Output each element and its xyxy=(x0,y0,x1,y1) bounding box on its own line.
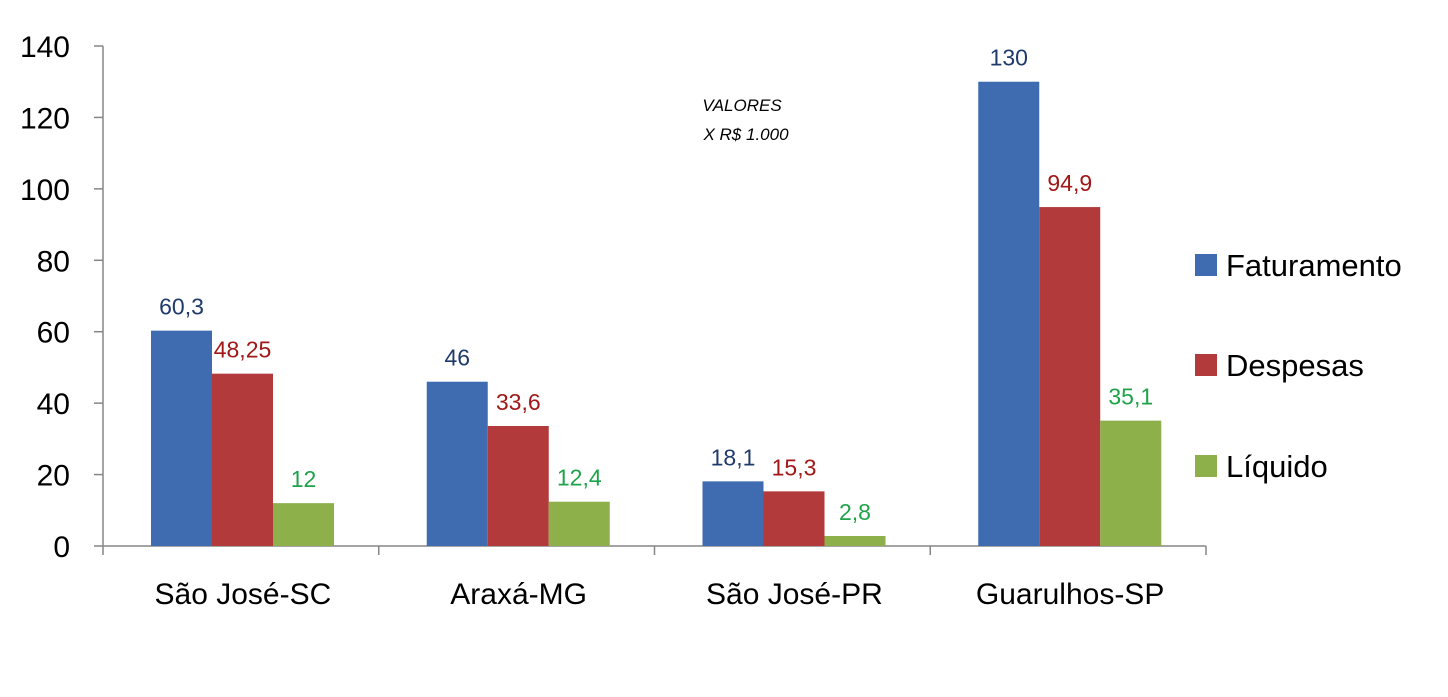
bars xyxy=(151,81,1162,547)
data-label: 12,4 xyxy=(557,465,602,491)
bar-despesas xyxy=(487,426,549,546)
data-label: 35,1 xyxy=(1108,384,1153,410)
y-axis: 0 20 40 60 80 100 120 140 xyxy=(20,31,104,564)
data-label: 48,25 xyxy=(214,337,272,363)
bar-despesas xyxy=(212,373,273,546)
y-tick-label: 40 xyxy=(37,388,70,421)
bar-líquido xyxy=(824,536,886,546)
data-label: 18,1 xyxy=(711,444,756,470)
legend: Faturamento Despesas Líquido xyxy=(1195,248,1402,484)
bar-despesas xyxy=(1039,207,1101,547)
x-axis: São José-SC Araxá-MG São José-PR Guarulhos-… xyxy=(102,545,1207,611)
bar-despesas xyxy=(763,491,825,546)
data-label: 130 xyxy=(990,45,1028,71)
bar-líquido xyxy=(548,501,610,546)
data-label: 46 xyxy=(444,345,470,371)
y-tick-label: 0 xyxy=(53,531,70,564)
legend-swatch xyxy=(1195,455,1217,477)
data-label: 60,3 xyxy=(159,294,204,320)
x-category-label: São José-PR xyxy=(706,578,883,611)
y-tick-label: 20 xyxy=(37,460,70,493)
data-label: 94,9 xyxy=(1047,170,1092,196)
bar-faturamento xyxy=(426,381,488,546)
bar-líquido xyxy=(273,503,334,546)
y-tick-label: 140 xyxy=(20,31,70,64)
x-category-label: Guarulhos-SP xyxy=(976,578,1164,611)
bar-faturamento xyxy=(978,81,1040,546)
data-label: 12 xyxy=(291,466,317,492)
y-tick-label: 100 xyxy=(20,174,70,207)
annotation-line-1: VALORES xyxy=(702,96,782,115)
y-tick-label: 60 xyxy=(37,317,70,350)
legend-swatch xyxy=(1195,354,1217,376)
data-label: 15,3 xyxy=(772,454,817,480)
bar-líquido xyxy=(1100,420,1162,546)
legend-label: Despesas xyxy=(1226,348,1364,383)
legend-swatch xyxy=(1195,254,1217,276)
legend-label: Líquido xyxy=(1226,449,1328,484)
annotation-line-2: X R$ 1.000 xyxy=(702,125,789,144)
legend-label: Faturamento xyxy=(1226,248,1402,283)
bar-faturamento xyxy=(702,481,764,546)
x-category-label: Araxá-MG xyxy=(450,578,587,611)
data-labels: 60,3 46 18,1 130 48,25 33,6 15,3 94,9 12 12,4 2,8 3… xyxy=(159,45,1153,525)
y-tick-label: 120 xyxy=(20,102,70,135)
data-label: 33,6 xyxy=(496,389,541,415)
y-tick-label: 80 xyxy=(37,245,70,278)
bar-faturamento xyxy=(151,330,212,546)
data-label: 2,8 xyxy=(839,499,871,525)
x-category-label: São José-SC xyxy=(155,578,332,611)
